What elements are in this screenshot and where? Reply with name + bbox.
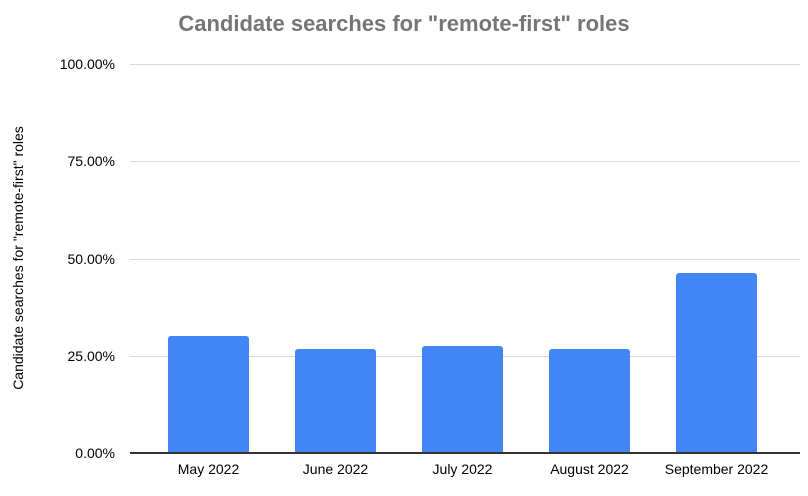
x-tick-labels: May 2022 June 2022 July 2022 August 2022 Sep…: [145, 461, 780, 477]
bar-may-2022[interactable]: [168, 336, 249, 453]
bar-september-2022[interactable]: [676, 273, 757, 453]
y-tick-label: 75.00%: [67, 153, 115, 170]
gridline: [130, 258, 800, 260]
x-axis-line: [130, 452, 800, 454]
bar-slot: [526, 64, 653, 453]
x-tick-label: June 2022: [302, 461, 369, 477]
plot-area: [130, 64, 800, 454]
x-tick-label: July 2022: [432, 461, 493, 477]
bar-slot: [272, 64, 399, 453]
y-tick-label: 100.00%: [59, 56, 115, 72]
x-tick-label: September 2022: [664, 461, 769, 477]
gridline: [130, 161, 800, 163]
x-tick-label: May 2022: [177, 461, 240, 477]
bar-slot: [145, 64, 272, 453]
gridline: [130, 64, 800, 65]
y-tick-label: 0.00%: [75, 445, 115, 461]
x-tick-label: August 2022: [550, 461, 629, 477]
y-tick-label: 25.00%: [67, 347, 115, 364]
bars-container: [145, 64, 780, 453]
bar-slot: [653, 64, 780, 453]
chart-title: Candidate searches for "remote-first" ro…: [178, 11, 630, 36]
bar-june-2022[interactable]: [295, 349, 376, 453]
bar-august-2022[interactable]: [549, 349, 630, 453]
bar-july-2022[interactable]: [422, 346, 503, 453]
bar-slot: [399, 64, 526, 453]
y-tick-label: 50.00%: [67, 250, 115, 267]
